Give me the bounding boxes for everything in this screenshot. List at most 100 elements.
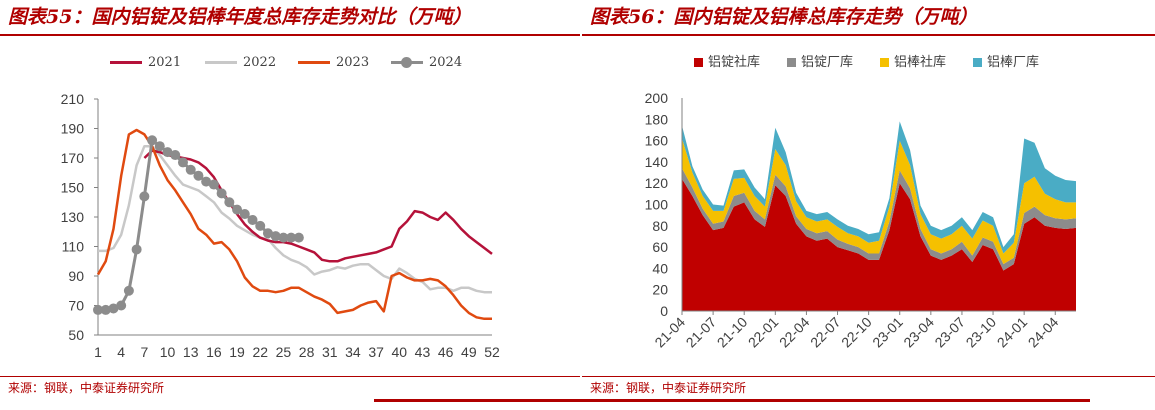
- right-x-tick-label: 22-01: [745, 314, 782, 351]
- left-x-tick-label: 28: [299, 344, 315, 360]
- right-y-tick-label: 200: [645, 90, 669, 106]
- legend-label-2024: 2024: [429, 55, 463, 70]
- point-2024: [247, 214, 258, 225]
- right-legend: 铝锭社库 铝锭厂库 铝棒社库 铝棒厂库: [582, 54, 1155, 72]
- left-x-tick-label: 46: [438, 344, 454, 360]
- point-2024: [293, 232, 304, 243]
- legend-marker-2024: [401, 57, 412, 68]
- left-y-tick-label: 70: [68, 298, 84, 314]
- right-chart-title: 图表56：国内铝锭及铝棒总库存走势（万吨）: [590, 6, 978, 28]
- right-y-tick-label: 100: [645, 197, 669, 213]
- area-series-1: [682, 168, 1076, 271]
- left-line-chart: 50 70 90 110 130 150 170 190 210 1 4 7 10 13 16 19 22 25 2…: [61, 91, 500, 360]
- legend-label-ingot-social: 铝锭社库: [708, 55, 761, 70]
- legend-item-bar-factory: 铝棒厂库: [973, 54, 1039, 72]
- legend-swatch-bar-factory: [973, 58, 982, 67]
- left-x-tick-label: 10: [160, 344, 176, 360]
- legend-label-ingot-factory: 铝锭厂库: [801, 55, 854, 70]
- legend-item-ingot-social: 铝锭社库: [694, 54, 760, 72]
- left-x-tick-label: 25: [276, 344, 292, 360]
- point-2024: [131, 244, 142, 255]
- left-x-tick-label: 52: [484, 344, 500, 360]
- point-2024: [239, 209, 250, 220]
- left-y-tick-label: 90: [68, 268, 84, 284]
- point-2024: [147, 135, 158, 146]
- right-y-tick-label: 60: [652, 239, 668, 255]
- left-y-tick-label: 190: [61, 121, 85, 137]
- left-x-tick-label: 43: [415, 344, 431, 360]
- point-2024: [123, 285, 134, 296]
- legend-label-bar-factory: 铝棒厂库: [987, 55, 1040, 70]
- right-y-tick-label: 120: [645, 175, 669, 191]
- footer-rule: [374, 399, 1090, 402]
- area-series-2: [682, 138, 1076, 265]
- legend-label-2023: 2023: [336, 55, 370, 70]
- left-x-tick-label: 13: [183, 344, 199, 360]
- point-2024: [108, 303, 119, 314]
- right-x-tick-label: 23-10: [963, 314, 1000, 351]
- point-2024: [154, 141, 165, 152]
- line-series-2024: [98, 138, 299, 312]
- point-2024: [278, 232, 289, 243]
- left-chart-panel: 图表55：国内铝锭及铝棒年度总库存走势对比（万吨） 2021 2022 2023…: [0, 0, 580, 405]
- legend-item-2024: 2024: [391, 54, 462, 72]
- legend-label-bar-social: 铝棒社库: [894, 55, 947, 70]
- right-x-tick-label: 24-04: [1025, 314, 1062, 351]
- left-legend: 2021 2022 2023 2024: [0, 54, 580, 72]
- point-2024: [232, 204, 243, 215]
- point-2024: [262, 228, 273, 239]
- legend-swatch-2022: [205, 61, 237, 64]
- right-y-tick-label: 40: [652, 260, 668, 276]
- point-2024: [93, 304, 103, 315]
- left-y-tick-label: 110: [62, 239, 85, 255]
- right-y-tick-label: 160: [645, 133, 669, 149]
- right-y-tick-label: 140: [645, 154, 669, 170]
- legend-item-2023: 2023: [298, 54, 369, 72]
- left-x-tick-label: 4: [117, 344, 125, 360]
- right-x-tick-label: 21-04: [651, 314, 688, 351]
- left-source-note: 来源：钢联，中泰证券研究所: [8, 381, 165, 395]
- left-x-tick-label: 16: [206, 344, 222, 360]
- left-y-tick-label: 170: [61, 150, 85, 166]
- point-2024: [116, 300, 127, 311]
- right-x-tick-label: 22-07: [807, 314, 844, 351]
- point-2024: [177, 157, 188, 168]
- right-area-chart: 0 20 40 60 80 100 120 140 160 180 200 21-0421-0721-…: [645, 90, 1076, 351]
- right-x-tick-label: 21-10: [714, 314, 751, 351]
- right-x-tick-label: 24-01: [994, 314, 1031, 351]
- point-2024: [208, 179, 219, 190]
- point-2024: [224, 197, 235, 208]
- left-x-tick-label: 37: [368, 344, 384, 360]
- legend-swatch-ingot-social: [694, 58, 703, 67]
- legend-label-2022: 2022: [243, 55, 277, 70]
- point-2024: [201, 176, 212, 187]
- legend-swatch-2021: [110, 61, 142, 64]
- point-2024: [216, 188, 227, 199]
- right-x-tick-label: 23-01: [869, 314, 906, 351]
- legend-swatch-2024: [391, 57, 423, 68]
- left-x-tick-label: 49: [461, 344, 477, 360]
- right-source-note: 来源：钢联，中泰证券研究所: [590, 381, 747, 395]
- right-y-tick-label: 0: [660, 303, 668, 319]
- right-x-tick-label: 22-10: [838, 314, 875, 351]
- line-series-2023: [96, 128, 492, 321]
- point-2024: [139, 191, 150, 202]
- legend-item-bar-social: 铝棒社库: [880, 54, 946, 72]
- legend-swatch-ingot-factory: [787, 58, 796, 67]
- right-source-rule: [582, 376, 1155, 377]
- legend-item-ingot-factory: 铝锭厂库: [787, 54, 853, 72]
- point-2024: [162, 147, 173, 158]
- right-title-rule: [582, 34, 1155, 36]
- right-chart-panel: 图表56：国内铝锭及铝棒总库存走势（万吨） 铝锭社库 铝锭厂库 铝棒社库 铝棒厂…: [582, 0, 1155, 405]
- left-x-tick-label: 7: [140, 344, 148, 360]
- left-x-tick-label: 34: [345, 344, 361, 360]
- left-x-tick-label: 1: [94, 344, 102, 360]
- left-y-tick-label: 150: [61, 180, 85, 196]
- point-2024: [255, 220, 266, 231]
- legend-swatch-bar-social: [880, 58, 889, 67]
- left-x-tick-label: 19: [229, 344, 245, 360]
- left-y-tick-label: 130: [61, 209, 85, 225]
- left-y-tick-label: 210: [61, 91, 85, 107]
- right-x-tick-label: 23-07: [931, 314, 968, 351]
- point-2024: [193, 170, 204, 181]
